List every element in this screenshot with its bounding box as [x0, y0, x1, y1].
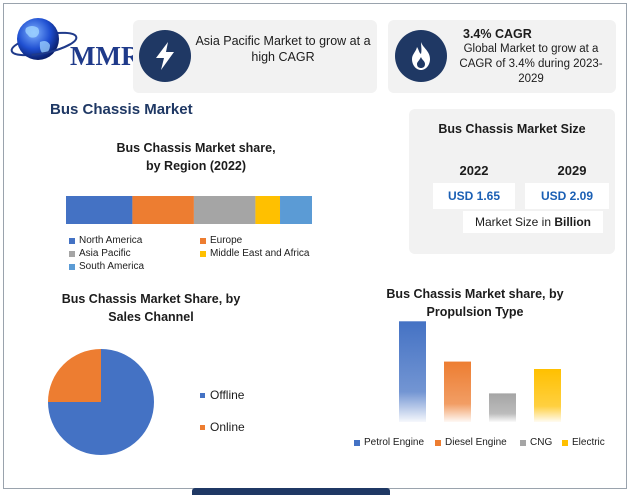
sales-channel-title-line2: Sales Channel: [108, 310, 194, 324]
region-segment-south-america: [280, 196, 312, 224]
region-legend-south-america: South America: [69, 261, 144, 272]
globe-icon: [10, 18, 78, 60]
legend-label: North America: [79, 235, 143, 246]
legend-label: Asia Pacific: [79, 248, 131, 259]
legend-swatch: [200, 392, 205, 398]
legend-label: Electric: [572, 437, 605, 448]
region-segment-north-america: [66, 196, 133, 224]
legend-label: CNG: [530, 437, 553, 448]
legend-swatch: [200, 237, 206, 244]
market-size-title: Bus Chassis Market Size: [438, 122, 586, 136]
legend-swatch: [354, 439, 360, 446]
propulsion-bar-cng: [489, 393, 516, 422]
propulsion-bar-chart: [399, 321, 561, 422]
cagr-text: Global Market to grow at a CAGR of 3.4% …: [459, 43, 603, 85]
propulsion-title-line2: Propulsion Type: [426, 305, 524, 319]
pie-legend-offline: Offline: [200, 388, 244, 402]
legend-swatch: [69, 263, 75, 270]
lightning-icon: [156, 42, 174, 70]
region-chart-title: Bus Chassis Market share, by Region (202…: [96, 139, 296, 175]
legend-swatch: [69, 250, 75, 257]
cagr-highlight-card: 3.4% CAGR Global Market to grow at a CAG…: [388, 20, 616, 93]
region-segment-asia-pacific: [193, 196, 256, 224]
propulsion-chart-title: Bus Chassis Market share, by Propulsion …: [370, 285, 580, 321]
page-title: Bus Chassis Market: [50, 101, 193, 118]
region-chart-title-line1: Bus Chassis Market share,: [116, 141, 276, 155]
year-2029: 2029: [557, 163, 587, 178]
legend-label: Online: [210, 420, 245, 434]
region-legend-north-america: North America: [69, 235, 142, 246]
legend-swatch: [69, 237, 75, 244]
market-size-unit-note: Market Size in Billion: [463, 211, 603, 233]
legend-swatch: [200, 424, 205, 430]
propulsion-legend-petrol-engine: Petrol Engine: [354, 437, 424, 448]
region-legend-middle-east-and-africa: Middle East and Africa: [200, 248, 310, 259]
pie-slice-online: [48, 349, 101, 402]
region-legend-asia-pacific: Asia Pacific: [69, 248, 131, 259]
sales-channel-chart-title: Bus Chassis Market Share, by Sales Chann…: [46, 290, 256, 326]
propulsion-legend-cng: CNG: [520, 437, 552, 448]
value-2029: USD 2.09: [525, 183, 609, 209]
year-2022: 2022: [459, 163, 489, 178]
region-legend-europe: Europe: [200, 235, 242, 246]
region-segment-europe: [132, 196, 194, 224]
propulsion-legend-diesel-engine: Diesel Engine: [435, 437, 507, 448]
propulsion-bar-electric: [534, 369, 561, 422]
cagr-title: 3.4% CAGR: [463, 27, 532, 41]
lightning-circle: [139, 30, 191, 82]
region-chart-title-line2: by Region (2022): [145, 159, 247, 173]
legend-swatch: [200, 250, 206, 257]
unit-note-unit: Billion: [554, 215, 592, 229]
flame-icon: [412, 42, 430, 70]
mmr-logo: MMR: [10, 14, 140, 71]
legend-label: Middle East and Africa: [210, 248, 310, 259]
propulsion-legend-electric: Electric: [562, 437, 605, 448]
legend-swatch: [562, 439, 568, 446]
sales-channel-title-line1: Bus Chassis Market Share, by: [61, 292, 241, 306]
flame-circle: [395, 30, 447, 82]
asia-pacific-highlight-text: Asia Pacific Market to grow at a high CA…: [195, 34, 371, 64]
propulsion-bar-petrol-engine: [399, 321, 426, 422]
logo-text: MMR: [70, 41, 141, 71]
legend-label: Offline: [210, 388, 245, 402]
market-size-panel: Bus Chassis Market Size 2022 2029 USD 1.…: [409, 109, 615, 254]
pie-legend-online: Online: [200, 420, 245, 434]
legend-swatch: [435, 439, 441, 446]
propulsion-bar-diesel-engine: [444, 361, 471, 422]
legend-label: Europe: [210, 235, 243, 246]
region-segment-middle-east-and-africa: [255, 196, 281, 224]
asia-pacific-highlight-card: Asia Pacific Market to grow at a high CA…: [133, 20, 377, 93]
propulsion-title-line1: Bus Chassis Market share, by: [386, 287, 564, 301]
unit-note-prefix: Market Size in: [474, 215, 555, 229]
sales-channel-pie: [48, 349, 154, 455]
legend-label: Diesel Engine: [445, 437, 507, 448]
legend-label: Petrol Engine: [364, 437, 425, 448]
legend-label: South America: [79, 261, 145, 272]
value-2022: USD 1.65: [433, 183, 515, 209]
legend-swatch: [520, 439, 526, 446]
region-stacked-bar: [66, 196, 312, 224]
bottom-banner-edge: [192, 488, 390, 495]
